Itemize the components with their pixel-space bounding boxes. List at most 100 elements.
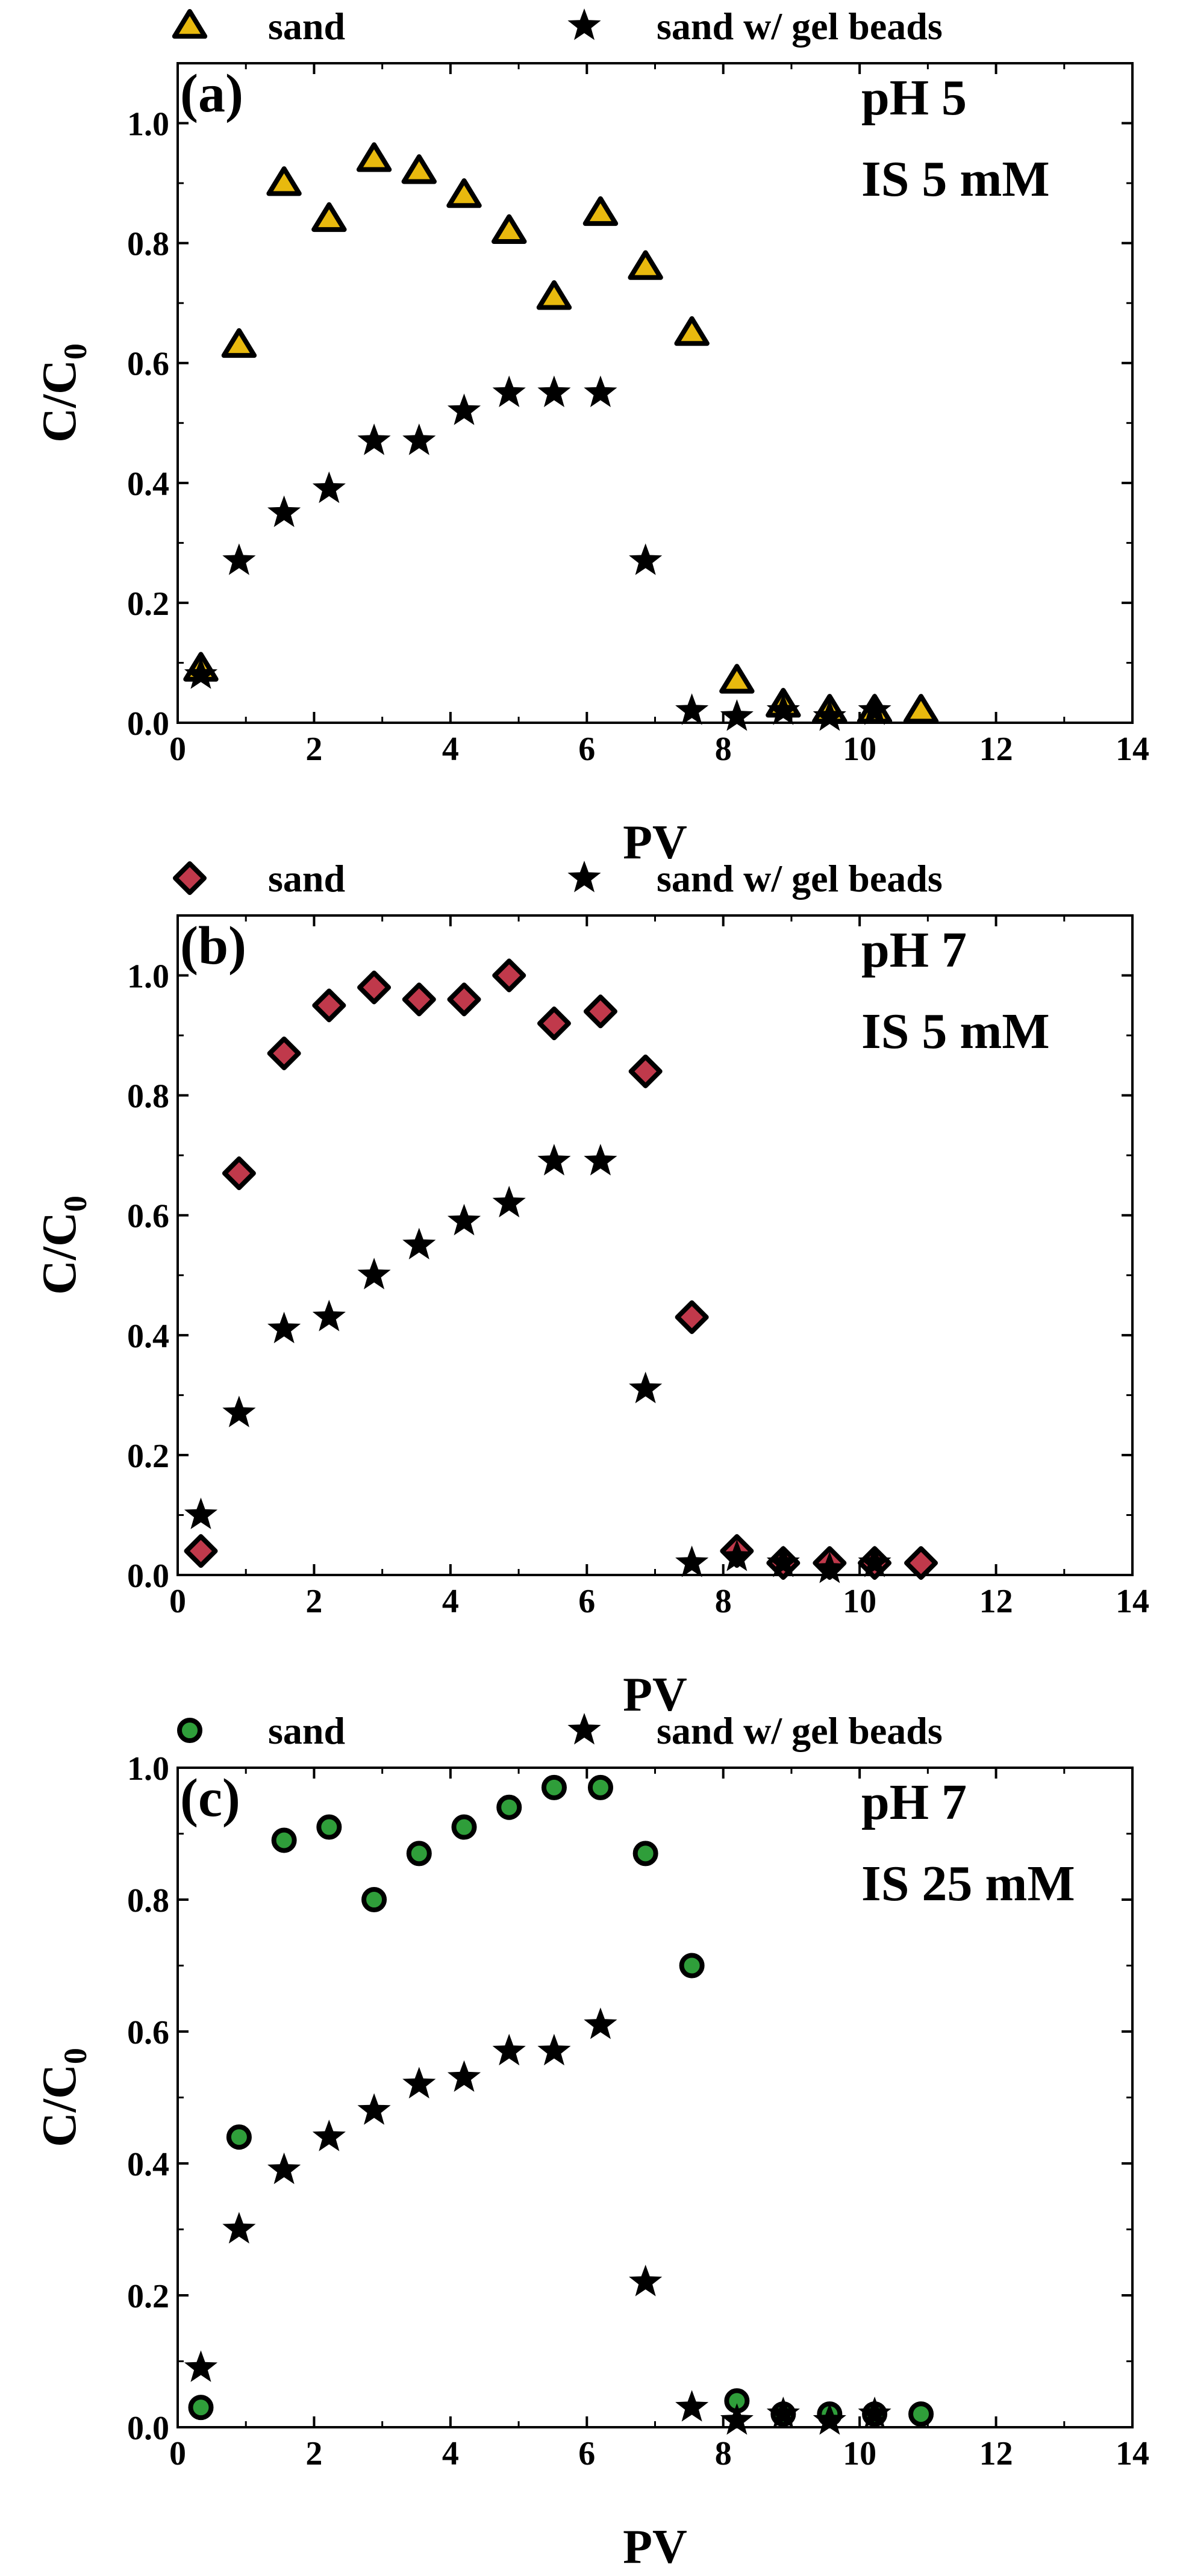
x-tick-label: 2	[305, 731, 322, 768]
data-point	[271, 1827, 297, 1853]
x-tick-label: 8	[715, 2435, 732, 2472]
data-point	[184, 1534, 218, 1568]
y-tick-label: 1.0	[127, 1750, 169, 1788]
data-point	[266, 166, 302, 196]
condition-annotation: pH 7	[861, 922, 967, 978]
x-tick-label: 14	[1116, 731, 1149, 768]
data-point	[267, 1311, 301, 1344]
data-point	[766, 1545, 800, 1577]
legend-marker	[173, 861, 207, 895]
y-tick-label: 0.2	[127, 2278, 169, 2315]
x-tick-label: 6	[578, 1583, 595, 1620]
data-point	[311, 202, 347, 232]
data-point	[312, 1300, 346, 1332]
x-tick-label: 0	[169, 731, 186, 768]
y-axis-title-subscript: 0	[57, 2048, 93, 2064]
data-point	[356, 142, 392, 172]
x-axis-title: PV	[623, 2521, 687, 2574]
x-tick-label: 0	[169, 2435, 186, 2472]
x-tick-label: 4	[442, 731, 459, 768]
x-tick-label: 8	[715, 1583, 732, 1620]
data-point	[858, 693, 891, 725]
legend-marker	[567, 1713, 601, 1745]
x-tick-label: 6	[578, 731, 595, 768]
data-point	[402, 1227, 436, 1259]
condition-annotation: IS 5 mM	[861, 151, 1050, 207]
data-point	[628, 1054, 663, 1088]
data-point	[813, 1552, 846, 1583]
data-point	[674, 316, 710, 346]
data-point	[766, 2397, 800, 2428]
data-point	[184, 1497, 218, 1529]
x-tick-label: 2	[305, 2435, 322, 2472]
data-point	[226, 2124, 252, 2150]
legend-marker	[177, 1718, 202, 1743]
data-point	[402, 982, 436, 1017]
y-axis-title-subscript: 0	[57, 1196, 93, 1212]
y-axis-title: C/C0	[33, 2048, 93, 2147]
data-point	[583, 994, 617, 1029]
y-tick-label: 0.8	[127, 1078, 169, 1115]
data-point	[222, 543, 256, 575]
x-tick-label: 12	[979, 1583, 1013, 1620]
legend-label: sand w/ gel beads	[657, 857, 943, 900]
data-point	[675, 1300, 709, 1334]
data-point	[720, 699, 754, 731]
series-sand	[188, 1774, 934, 2427]
data-point	[858, 1545, 891, 1577]
data-point	[541, 1774, 567, 1800]
data-point	[584, 1144, 617, 1176]
data-point	[446, 178, 482, 208]
data-point	[675, 693, 709, 725]
data-point	[537, 1144, 571, 1176]
legend-label: sand	[268, 857, 345, 900]
series-sand-gel-beads	[184, 375, 891, 731]
x-tick-label: 10	[843, 2435, 876, 2472]
data-point	[406, 1841, 432, 1867]
x-tick-label: 12	[979, 2435, 1013, 2472]
data-point	[184, 657, 218, 689]
condition-annotation: pH 5	[861, 70, 967, 126]
data-point	[447, 982, 481, 1017]
data-point	[312, 2119, 346, 2151]
legend-label: sand w/ gel beads	[657, 1709, 943, 1752]
data-point	[584, 375, 617, 407]
data-point	[451, 1814, 477, 1840]
data-point	[536, 280, 572, 310]
y-tick-label: 0.6	[127, 2014, 169, 2051]
data-point	[720, 1539, 754, 1571]
y-axis-title-main: C/C	[33, 2064, 86, 2147]
data-point	[908, 2401, 934, 2427]
panel-label: (b)	[180, 916, 246, 976]
series-sand	[184, 958, 938, 1580]
data-point	[766, 693, 800, 725]
legend-label: sand w/ gel beads	[657, 5, 943, 48]
data-point	[402, 423, 436, 455]
data-point	[628, 250, 663, 280]
y-tick-label: 1.0	[127, 958, 169, 996]
data-point	[813, 699, 846, 731]
x-tick-label: 6	[578, 2435, 595, 2472]
y-tick-label: 0.4	[127, 466, 169, 503]
y-axis-title-subscript: 0	[57, 343, 93, 360]
data-point	[312, 988, 346, 1023]
data-point	[361, 1887, 387, 1912]
x-tick-label: 10	[843, 731, 876, 768]
data-point	[312, 471, 346, 504]
data-point	[629, 1371, 663, 1403]
x-tick-label: 4	[442, 1583, 459, 1620]
data-point	[221, 328, 257, 358]
data-point	[582, 196, 619, 226]
data-point	[357, 1258, 391, 1290]
condition-annotation: IS 25 mM	[861, 1856, 1075, 1912]
panel-label: (a)	[180, 64, 243, 123]
data-point	[813, 2403, 846, 2435]
y-axis-title: C/C0	[33, 343, 93, 443]
data-point	[496, 1794, 522, 1820]
data-point	[719, 664, 755, 694]
y-axis-title-main: C/C	[33, 360, 86, 443]
data-point	[447, 1203, 481, 1236]
